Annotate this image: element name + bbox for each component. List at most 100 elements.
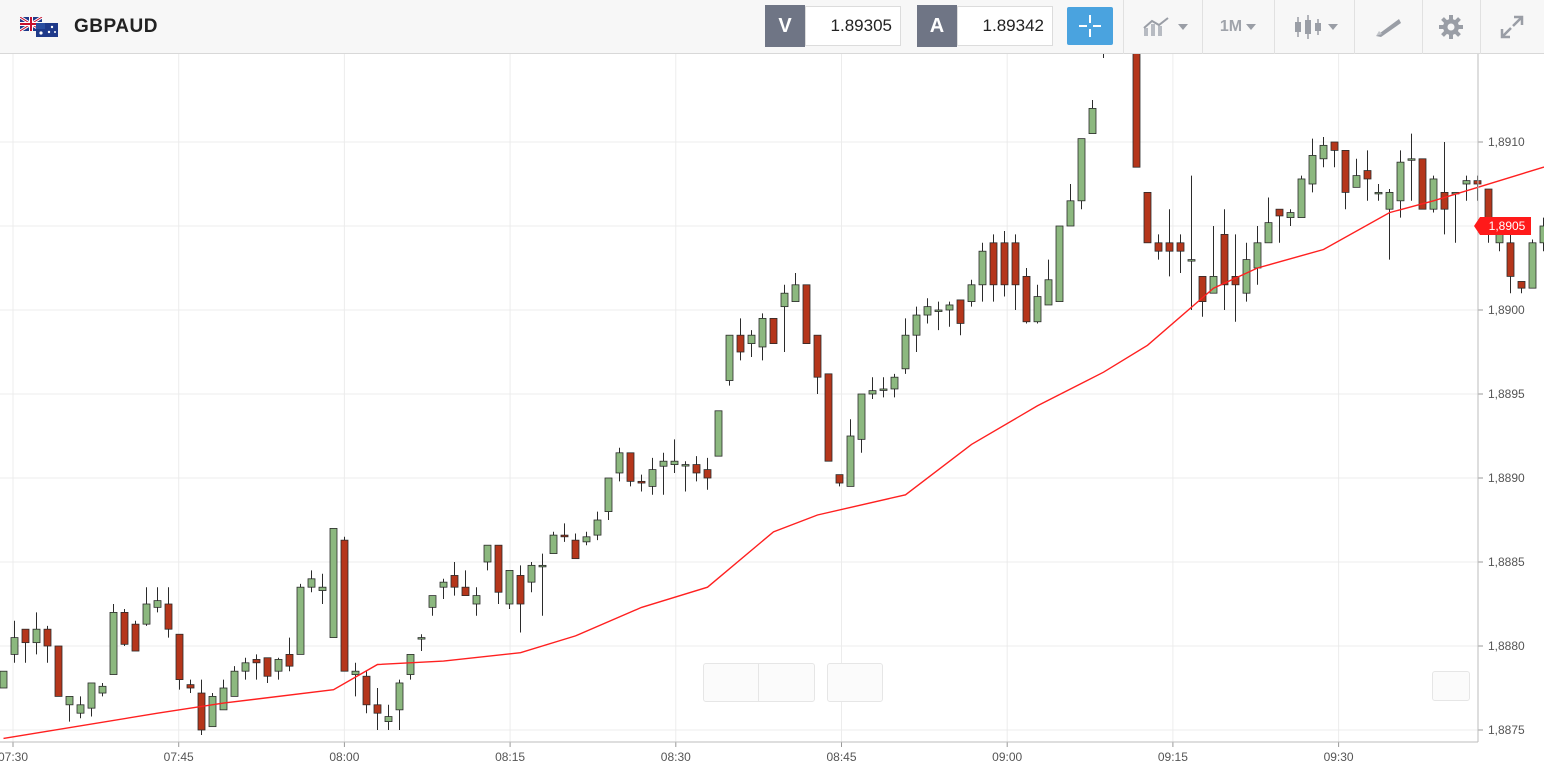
chart-type-button[interactable] [1282,0,1348,54]
settings-button[interactable] [1428,0,1474,54]
candle-body-bear [835,474,844,484]
candle [153,587,162,613]
candle [505,570,514,610]
candle [538,553,547,616]
candle [1044,259,1053,306]
candle-body-bull [1264,222,1273,244]
zoom-controls[interactable] [703,663,815,702]
price-chart[interactable]: 1,8875 1,8880 1,8885 1,8890 1,8895 1,8900 1,89… [0,54,1544,779]
candle [1103,54,1104,58]
candle-body-bear [813,334,822,378]
candle [1132,54,1141,168]
candle [934,301,943,331]
candle-body-bear [263,657,272,677]
candle-body-bull [670,460,679,465]
candle [835,474,844,487]
candle [945,301,954,327]
buy-price-box[interactable]: A 1.89342 [917,5,1053,47]
candle [1374,184,1383,201]
candle-body-bear [1165,242,1174,252]
candle-body-bull [879,388,888,391]
candle-body-bear [802,284,811,345]
candle-body-bear [1011,242,1020,286]
candle-body-bull [868,390,877,395]
candle [923,298,932,324]
candle [10,620,19,663]
candle [1407,133,1416,201]
candle [890,373,899,398]
candle [978,242,987,302]
candle-body-bear [824,373,833,462]
candle-body-bear [989,242,998,286]
candle [494,544,503,604]
candle [1022,268,1031,324]
candle-body-bull [98,685,107,694]
x-tick-label: 08:30 [661,750,691,764]
chevron-down-icon [1178,24,1188,30]
candle-body-bull [714,410,723,457]
y-tick-label: 1,8895 [1488,387,1525,401]
candle [483,544,492,571]
y-tick-label: 1,8880 [1488,639,1525,653]
candle-body-bull [0,670,8,689]
candle [109,604,118,675]
candle [1198,275,1207,317]
candle [1385,189,1394,260]
candle-body-bull [923,306,932,316]
candle [1088,100,1097,135]
candle [208,693,217,728]
sell-price-box[interactable]: V 1.89305 [765,5,901,47]
candle [626,452,635,487]
candle-body-bull [472,595,481,605]
expand-button[interactable] [1486,0,1538,54]
candle-body-bull [1297,178,1306,218]
candle [329,527,338,638]
y-tick-label: 1,8890 [1488,471,1525,485]
candle-body-bear [186,684,195,689]
toolbar-divider [1354,0,1355,54]
symbol-area[interactable]: GBPAUD [19,14,158,40]
drawing-tools-button[interactable] [1360,0,1416,54]
candle [428,595,437,616]
candle [439,578,448,599]
candle-body-bear [252,659,261,664]
candle [274,657,283,680]
timeframe-selector[interactable]: 1M [1208,0,1268,54]
candle-body-bull [406,654,415,675]
candle [1396,150,1405,218]
candle-body-bear [21,628,30,644]
candle-body-bear [175,633,184,680]
candle-body-bull [241,662,250,672]
candle [1539,217,1544,252]
candle [384,704,393,730]
candle-body-bear [1341,150,1350,193]
candle [780,284,789,352]
candle [1462,175,1471,201]
y-tick-label: 1,8885 [1488,555,1525,569]
x-tick-label: 08:45 [826,750,856,764]
candle-body-bear [1176,242,1185,252]
candle-body-bull [582,536,591,543]
candle-body-bear [1517,281,1526,289]
toolbar-divider [1202,0,1203,54]
candle [131,620,140,652]
candle-body-bull [307,578,316,588]
indicators-button[interactable] [1134,0,1196,54]
moving-average-line [3,166,1544,740]
candle [1220,209,1229,310]
reset-view-button[interactable] [827,663,883,702]
scroll-to-latest-button[interactable] [1432,671,1470,701]
candle [1341,150,1350,210]
candle-body-bull [967,284,976,303]
candle-body-bear [461,586,470,597]
candle [219,679,228,711]
crosshair-button[interactable] [1067,7,1113,45]
candle-body-bull [604,477,613,512]
candle [1066,184,1075,227]
candle [813,334,822,394]
candle-body-bull [1396,161,1405,202]
candle-body-bull [1286,212,1295,218]
candle-body-bear [1000,242,1009,286]
candle [197,679,206,736]
candle-body-bear [1022,275,1031,323]
